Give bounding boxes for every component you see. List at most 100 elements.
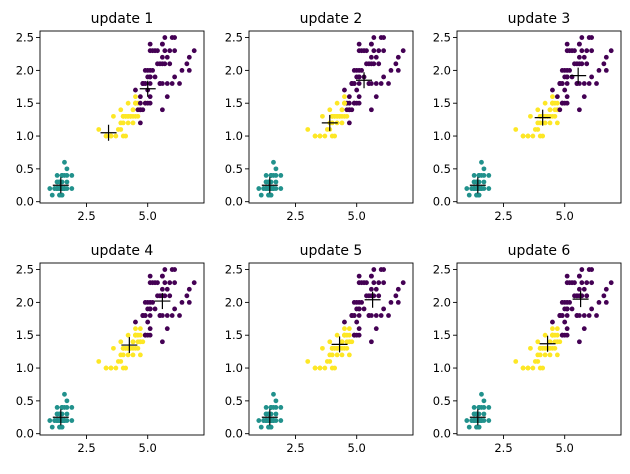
centroid-marker xyxy=(356,72,373,89)
data-point-teal xyxy=(278,173,284,178)
data-point-purple xyxy=(381,267,387,272)
data-point-teal xyxy=(47,418,53,423)
subplot-title: update 6 xyxy=(508,243,571,259)
data-point-purple xyxy=(388,299,394,305)
data-point-yellow xyxy=(327,339,333,345)
x-tick-label: 2.5 xyxy=(494,209,512,223)
data-point-purple xyxy=(351,299,357,305)
y-tick-label: 1.0 xyxy=(225,361,243,375)
data-point-purple xyxy=(346,100,352,106)
data-point-purple xyxy=(147,332,153,338)
scatter-points xyxy=(47,35,197,198)
data-point-purple xyxy=(381,74,387,80)
subplot-1: update 1 0.0 0.5 1.0 1.5 2.0 2.5 2.5 5.0 xyxy=(16,11,205,223)
data-point-yellow xyxy=(128,113,133,119)
data-point-purple xyxy=(581,286,587,292)
data-point-purple xyxy=(145,74,151,80)
data-point-yellow xyxy=(344,345,350,351)
data-point-purple xyxy=(354,319,360,325)
data-point-teal xyxy=(271,159,276,165)
data-point-purple xyxy=(550,319,555,325)
y-tick-label: 1.5 xyxy=(433,328,451,342)
data-point-purple xyxy=(378,81,384,86)
x-tick-label: 2.5 xyxy=(286,209,304,223)
data-point-purple xyxy=(150,48,156,54)
data-point-purple xyxy=(601,293,607,299)
data-point-purple xyxy=(356,332,362,338)
data-point-purple xyxy=(378,313,384,318)
data-point-purple xyxy=(177,313,182,318)
subplot-5: update 5 0.0 0.5 1.0 1.5 2.0 2.5 2.5 5.0 xyxy=(225,243,414,455)
data-point-teal xyxy=(47,186,53,191)
data-point-purple xyxy=(164,286,170,292)
data-point-yellow xyxy=(344,113,350,119)
data-point-purple xyxy=(386,81,391,86)
data-point-yellow xyxy=(547,120,553,126)
data-point-yellow xyxy=(133,332,138,338)
data-point-purple xyxy=(564,332,570,338)
data-point-yellow xyxy=(339,120,345,126)
data-point-yellow xyxy=(322,133,328,139)
y-tick-label: 0.5 xyxy=(433,162,451,176)
data-point-purple xyxy=(373,313,379,318)
data-point-purple xyxy=(147,81,153,86)
data-point-purple xyxy=(142,299,148,305)
data-point-purple xyxy=(562,306,568,312)
data-point-teal xyxy=(49,192,55,198)
data-point-purple xyxy=(354,306,360,312)
data-point-teal xyxy=(486,418,492,423)
data-point-purple xyxy=(368,107,374,113)
y-tick-label: 1.5 xyxy=(225,96,243,110)
y-tick-label: 0.0 xyxy=(225,427,243,441)
data-point-yellow xyxy=(130,339,136,345)
centroid-marker xyxy=(364,291,381,308)
data-point-yellow xyxy=(125,332,131,338)
data-point-teal xyxy=(69,405,75,410)
data-point-purple xyxy=(346,120,352,126)
data-point-yellow xyxy=(120,352,126,358)
data-point-purple xyxy=(559,299,565,305)
data-point-purple xyxy=(140,81,146,86)
data-point-purple xyxy=(164,326,170,332)
data-point-yellow xyxy=(346,332,352,338)
data-point-purple xyxy=(581,313,587,318)
data-point-purple xyxy=(572,48,577,54)
centroid-marker xyxy=(121,337,138,354)
y-tick-label: 2.5 xyxy=(16,31,34,45)
data-point-purple xyxy=(364,61,369,67)
x-tick-label: 2.5 xyxy=(77,209,95,223)
data-point-purple xyxy=(159,41,165,47)
data-point-purple xyxy=(344,107,350,113)
y-tick-label: 1.0 xyxy=(433,361,451,375)
x-tick-label: 5.0 xyxy=(139,209,157,223)
data-point-purple xyxy=(564,273,570,279)
data-point-purple xyxy=(356,81,362,86)
y-tick-label: 2.0 xyxy=(433,63,451,77)
y-tick-label: 2.5 xyxy=(16,263,34,277)
data-point-purple xyxy=(169,81,175,86)
data-point-yellow xyxy=(542,120,548,126)
data-point-purple xyxy=(376,280,382,286)
data-point-yellow xyxy=(520,133,526,139)
data-point-purple xyxy=(557,313,563,318)
data-point-purple xyxy=(576,273,582,279)
data-point-yellow xyxy=(312,365,318,371)
data-point-purple xyxy=(564,94,570,100)
data-point-teal xyxy=(486,186,492,191)
y-tick-label: 1.5 xyxy=(225,328,243,342)
data-point-purple xyxy=(186,67,192,73)
scatter-points xyxy=(464,267,614,430)
data-point-purple xyxy=(373,81,379,86)
data-point-purple xyxy=(167,293,173,299)
y-tick-label: 1.0 xyxy=(16,129,34,143)
data-point-yellow xyxy=(550,332,555,338)
data-point-purple xyxy=(581,81,587,86)
data-point-yellow xyxy=(552,107,558,113)
data-point-yellow xyxy=(334,100,340,106)
data-point-purple xyxy=(381,306,387,312)
data-point-purple xyxy=(574,313,580,318)
data-point-purple xyxy=(586,81,592,86)
data-point-yellow xyxy=(135,345,141,351)
data-point-yellow xyxy=(324,359,330,364)
data-point-teal xyxy=(266,424,271,430)
